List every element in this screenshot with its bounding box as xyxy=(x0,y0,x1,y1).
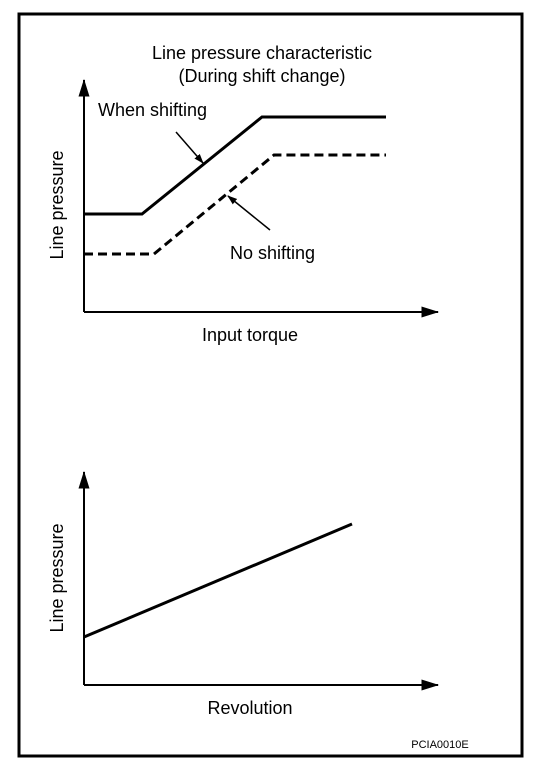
x-axis-label: Input torque xyxy=(202,325,298,345)
shifting-line xyxy=(84,115,386,216)
figure-id: PCIA0010E xyxy=(411,739,468,751)
no-shifting-line xyxy=(84,153,386,256)
y-axis-label: Line pressure xyxy=(47,150,67,259)
no-shifting-label: No shifting xyxy=(230,243,315,263)
x-axis-label: Revolution xyxy=(207,698,292,718)
frame xyxy=(17,12,524,758)
pointer xyxy=(227,195,271,231)
pointer xyxy=(175,131,204,164)
title-line: Line pressure characteristic xyxy=(152,43,372,63)
pressure-line xyxy=(83,522,353,639)
y-axis-label: Line pressure xyxy=(47,523,67,632)
shifting-label: When shifting xyxy=(98,100,207,120)
title-line: (During shift change) xyxy=(178,66,345,86)
